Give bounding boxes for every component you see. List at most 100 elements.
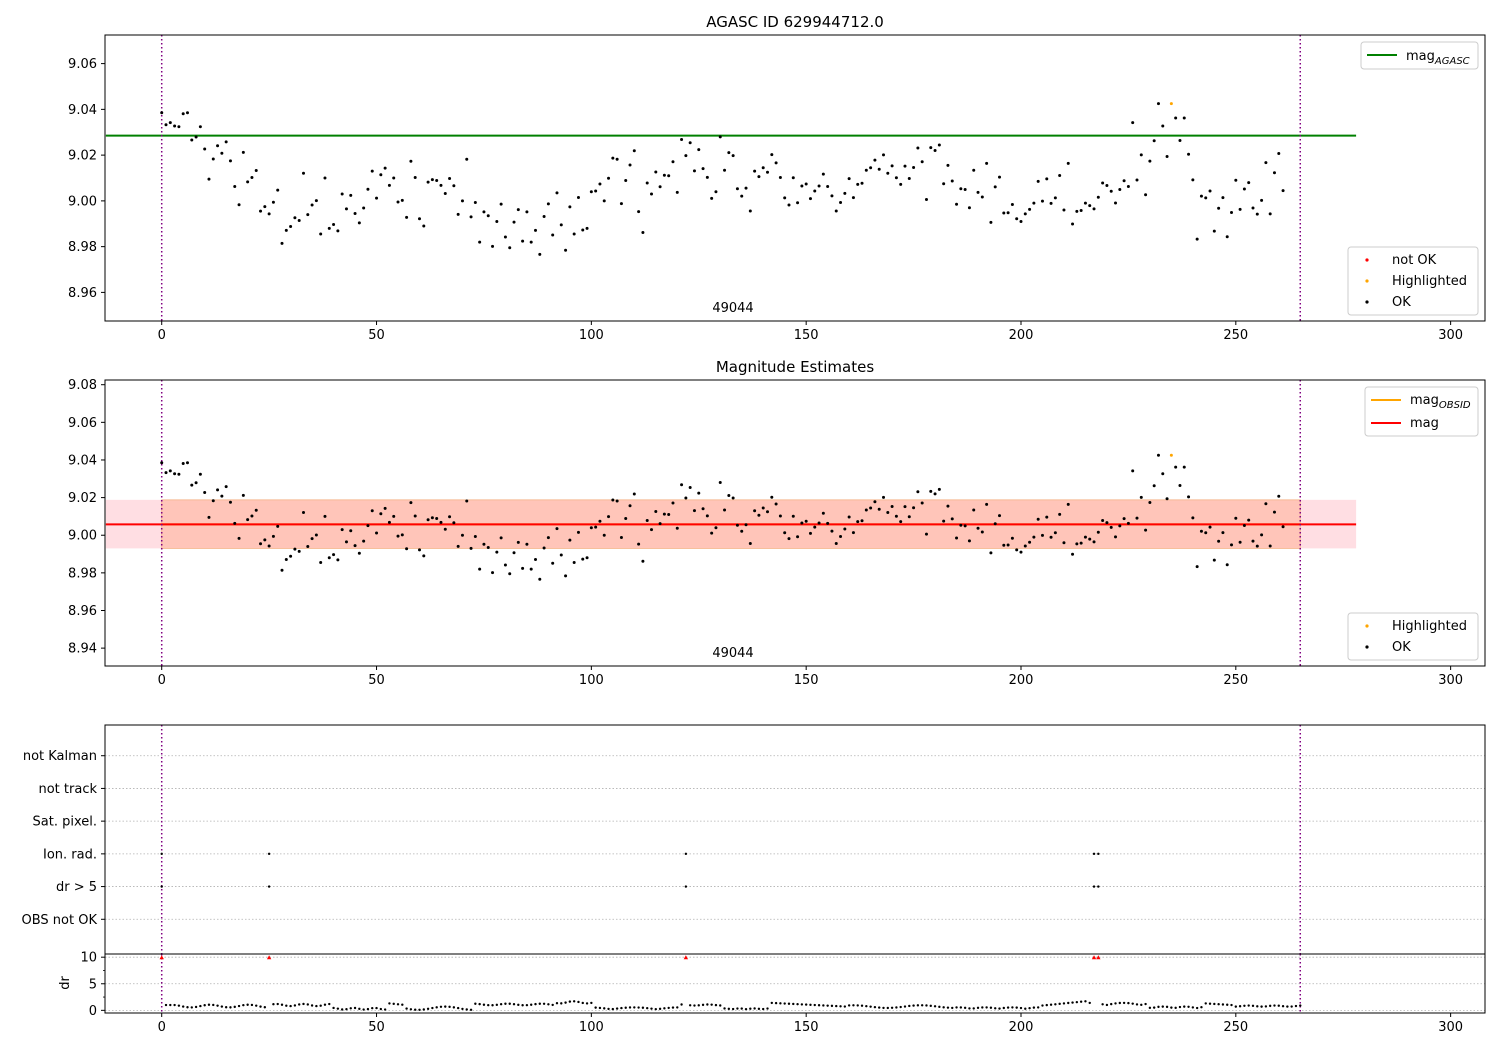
ok-point [491,244,495,248]
ok-point [650,528,654,532]
ok-point [1096,195,1100,199]
ok-point [748,542,752,546]
ok-point [1191,178,1195,182]
dr-point [177,1004,181,1007]
dr-point [237,1004,241,1008]
ok-point [916,490,920,494]
ok-point [289,225,293,229]
dr-point [379,1007,383,1011]
ok-point [1088,537,1092,541]
ok-point [894,514,898,518]
ok-point [903,505,907,509]
flag-category-label: not Kalman [23,749,97,764]
ok-point [787,537,791,541]
dr-point [418,1008,421,1012]
dr-point [1118,1001,1122,1005]
dr-point [671,1006,675,1009]
ok-point [1174,465,1178,469]
ok-point [701,507,705,511]
ok-point [924,532,928,536]
ok-point [645,519,649,523]
dr-point [401,1003,404,1006]
dr-point [1024,1007,1027,1010]
dr-point [169,1003,172,1007]
ok-point [688,141,692,145]
dr-point [1247,1004,1250,1007]
ok-point [619,535,623,539]
dr-point [1299,1004,1302,1007]
x-tick-label: 300 [1438,1020,1463,1035]
ok-point [976,190,980,194]
dr-point [912,1004,915,1007]
dr-point [736,1007,739,1010]
dr-point [968,1007,971,1010]
ok-point [980,195,984,199]
ok-point [460,533,464,537]
ok-point [271,200,275,204]
dr-point [650,1007,653,1010]
ok-point [1049,535,1053,539]
dr-point [860,1004,864,1007]
flag-point [1097,885,1100,888]
ok-point [194,135,198,139]
dr-point [293,1004,297,1007]
ok-point [340,528,344,532]
ok-point [207,177,211,181]
ok-point [1045,515,1049,519]
dr-point [1208,1002,1212,1005]
dr-point [1101,1003,1104,1006]
ok-point [748,209,752,213]
ok-point [1242,187,1246,191]
dr-point [925,1004,928,1007]
dr-point [1217,1003,1220,1006]
dr-point [448,1005,451,1009]
panel-flags-y-axis: not Kalman not track Sat. pixel. Ion. rad. d… [22,749,105,928]
dr-point [413,1008,417,1011]
ok-point [710,196,714,200]
dr-point [246,1003,249,1006]
ok-point [542,546,546,550]
ok-point [216,144,220,148]
flag-point [267,885,271,888]
dr-point [263,1006,267,1009]
ok-point [658,185,662,189]
ok-point [336,229,340,233]
dr-point [289,1004,292,1008]
dr-point [1213,1002,1216,1006]
dr-point [929,1004,932,1008]
ok-point [791,176,795,180]
ok-point [1075,209,1079,213]
x-tick-label: 100 [579,328,604,343]
ok-point [770,153,774,157]
ok-point [336,558,340,562]
x-tick-label: 0 [158,673,166,688]
dr-point [847,1004,851,1007]
ok-point [422,224,426,228]
panel-agasc-title: AGASC ID 629944712.0 [706,13,884,31]
ok-point [233,521,237,525]
ok-point [216,488,220,492]
y-tick-label: 8.94 [68,642,97,657]
ok-point [1268,212,1272,216]
dr-point [323,1003,327,1006]
ok-point [1230,211,1234,215]
ok-point [306,545,310,549]
ok-point [499,536,503,540]
dr-point [981,1006,984,1009]
dr-point [899,1005,902,1009]
panel-dr-y-axis: 0 5 10 [80,951,105,1019]
ok-point [1272,171,1276,175]
ok-point [207,515,211,519]
dr-point [491,1004,494,1007]
dr-point [456,1006,460,1010]
dr-point [224,1006,228,1009]
ok-point [1032,201,1036,205]
ok-point [456,544,460,548]
dr-point [641,1006,645,1009]
dr-point [1079,1000,1083,1003]
dr-point [525,1003,529,1007]
ok-point [791,514,795,518]
ok-point [362,206,366,210]
ok-point [499,202,503,206]
ok-point [572,561,576,565]
